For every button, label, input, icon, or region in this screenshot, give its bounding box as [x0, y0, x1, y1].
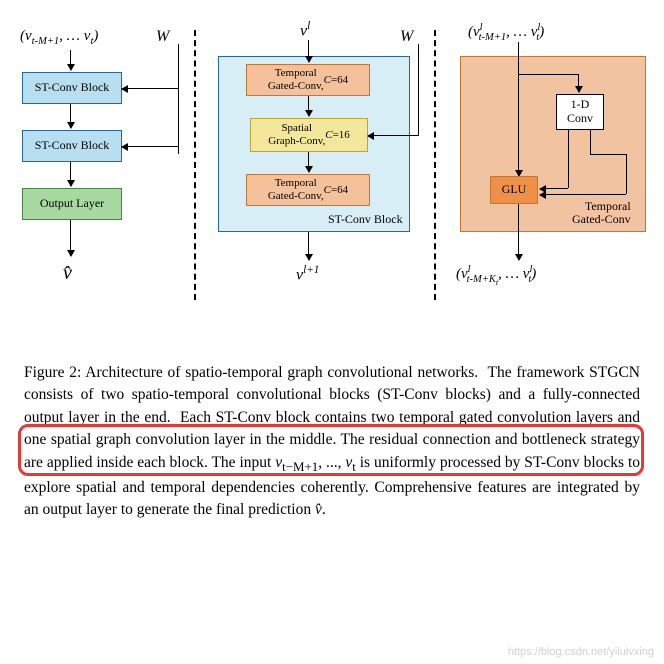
- arrow: [70, 50, 71, 70]
- separator-2: [434, 30, 436, 300]
- arrow: [70, 220, 71, 256]
- mid-W-label: W: [400, 28, 413, 46]
- temporal-conv-2: TemporalGated-Conv, C=64: [246, 174, 370, 206]
- right-top-label: (vlt-M+1, … vlt): [468, 22, 544, 43]
- right-bottom-label: (vlt-M+Kt, … vlt): [456, 264, 536, 287]
- architecture-diagram: (vt-M+1, … vt) W ST-Conv Block ST-Conv B…: [0, 0, 664, 330]
- arrow: [308, 152, 309, 172]
- arrow-passthrough: [518, 42, 519, 176]
- spatial-conv: SpatialGraph-Conv, C=16: [250, 118, 368, 152]
- conv-out-2b: [590, 154, 626, 155]
- arrow-w-mid: [368, 135, 418, 136]
- arrow-w1: [122, 88, 178, 89]
- glu-block: GLU: [490, 176, 538, 204]
- conv-out-2a: [590, 130, 591, 154]
- separator-1: [194, 30, 196, 300]
- left-W-label: W: [156, 28, 169, 46]
- temporal-panel-title: TemporalGated-Conv: [572, 200, 631, 226]
- st-conv-block-1: ST-Conv Block: [22, 72, 122, 104]
- arrow: [308, 232, 309, 260]
- arrow-to-glu-1: [540, 188, 568, 189]
- output-layer-block: Output Layer: [22, 188, 122, 220]
- left-input-label: (vt-M+1, … vt): [20, 28, 98, 47]
- left-output-label: v̂: [63, 262, 72, 285]
- arrow-to-glu-2: [540, 194, 626, 195]
- caption-highlight-box: [18, 424, 644, 476]
- w-feed-line-mid: [418, 44, 419, 136]
- arrow: [70, 162, 71, 186]
- conv-out-2c: [626, 154, 627, 194]
- arrow: [578, 74, 579, 92]
- st-conv-block-2: ST-Conv Block: [22, 130, 122, 162]
- st-conv-panel-title: ST-Conv Block: [328, 212, 403, 227]
- mid-bottom-label: vl+1: [296, 264, 319, 284]
- branch-h: [518, 74, 578, 75]
- arrow: [518, 204, 519, 260]
- conv-out-1: [568, 130, 569, 188]
- mid-top-label: vl: [300, 20, 310, 40]
- arrow: [308, 40, 309, 62]
- figure-number: Figure 2:: [24, 364, 81, 381]
- watermark: https://blog.csdn.net/yilulvxing: [508, 646, 654, 658]
- conv-1d-block: 1-DConv: [556, 94, 604, 130]
- arrow-w2: [122, 146, 178, 147]
- temporal-conv-1: TemporalGated-Conv, C=64: [246, 64, 370, 96]
- arrow: [308, 96, 309, 116]
- arrow: [70, 104, 71, 128]
- w-feed-line: [178, 44, 179, 154]
